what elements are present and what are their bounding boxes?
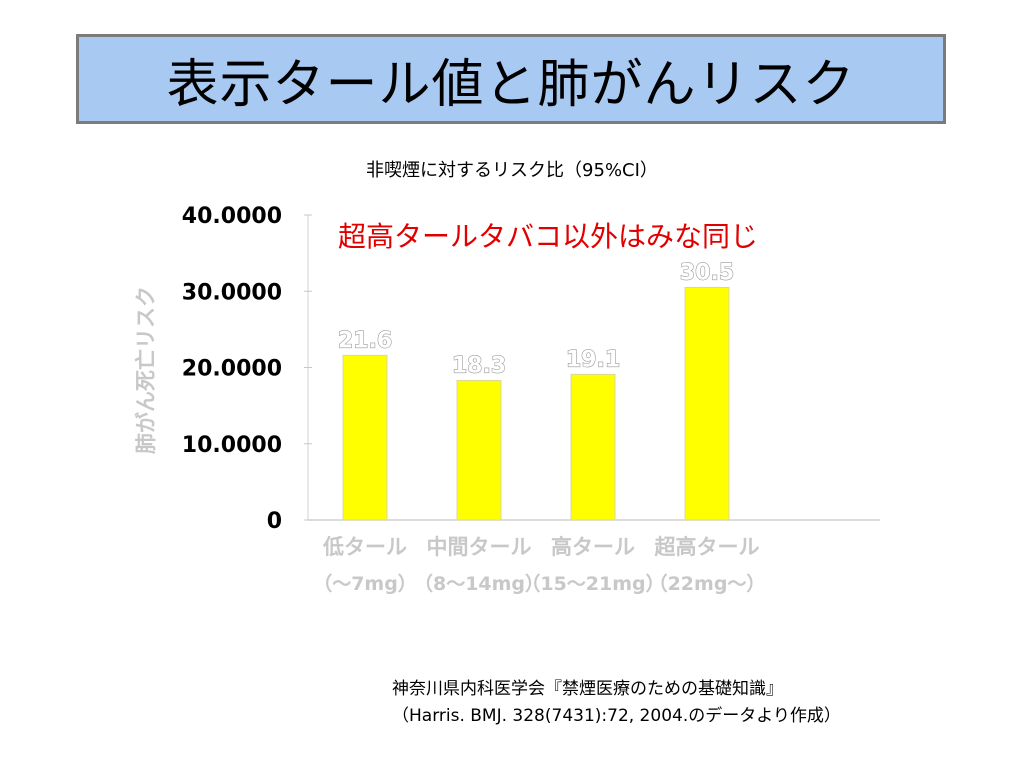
chart-subtitle: 非喫煙に対するリスク比（95%CI） [366,160,658,181]
citation-line-2: （Harris. BMJ. 328(7431):72, 2004.のデータより作… [392,706,841,726]
bar-data-label: 19.1 [566,347,620,372]
bar [684,286,730,521]
bar [570,373,616,521]
x-category-label: 超高タール [655,535,760,559]
x-category-sublabel: （15〜21mg） [521,572,664,595]
bar-data-label: 21.6 [338,328,392,353]
y-tick-label: 0 [267,509,282,534]
bar [342,354,388,521]
y-tick-label: 20.0000 [182,357,282,382]
x-category-sublabel: （22mg〜） [649,572,766,595]
y-tick-label: 40.0000 [182,204,282,229]
x-category-sublabel: （8〜14mg） [414,572,544,595]
x-category-sublabel: （〜7mg） [313,572,417,595]
title-box: 表示タール値と肺がんリスク [76,34,946,124]
page-title: 表示タール値と肺がんリスク [166,54,856,115]
y-tick-label: 10.0000 [182,433,282,458]
y-tick-label: 30.0000 [182,280,282,305]
x-category-label: 中間タール [427,535,532,559]
x-category-label: 高タール [551,535,635,559]
chart-annotation: 超高タールタバコ以外はみな同じ [338,220,758,253]
x-category-label: 低タール [322,535,407,559]
source-citation: 神奈川県内科医学会『禁煙医療のための基礎知識』 （Harris. BMJ. 32… [392,676,841,730]
citation-line-1: 神奈川県内科医学会『禁煙医療のための基礎知識』 [392,679,783,699]
bar-data-label: 18.3 [452,353,506,378]
y-axis-title: 肺がん死亡リスク [134,286,158,454]
bar [456,379,502,521]
bar-data-label: 30.5 [680,260,734,285]
